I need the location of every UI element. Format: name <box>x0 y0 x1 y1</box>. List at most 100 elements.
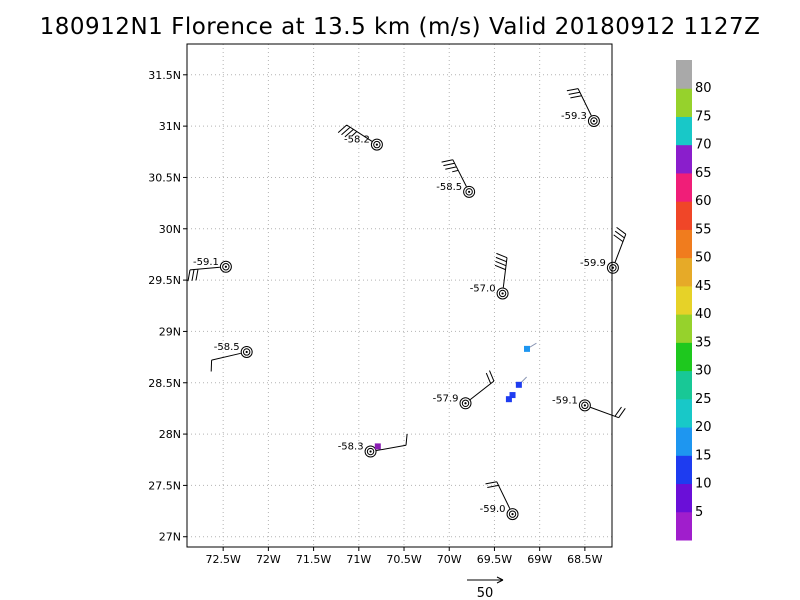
station-label: -59.1 <box>552 395 578 406</box>
station-center <box>583 404 586 407</box>
color-legend: 5 10 15 20 25 30 35 40 45 50 55 60 65 70 75 80 <box>676 60 712 541</box>
legend-label: 60 <box>695 194 712 209</box>
station-ring <box>498 289 507 298</box>
station-ring <box>581 401 589 410</box>
station-center <box>375 143 378 146</box>
station-label: -59.9 <box>580 258 606 269</box>
legend-swatch <box>676 398 692 428</box>
wind-barb <box>590 406 626 419</box>
station-label: -58.3 <box>338 442 364 453</box>
station-center <box>511 513 514 516</box>
legend-label: 5 <box>695 505 703 520</box>
lat-tick-label: 31.5N <box>148 69 181 82</box>
station-label: -59.0 <box>480 504 506 515</box>
lon-tick-label: 68.5W <box>567 553 602 566</box>
map-frame <box>186 43 613 548</box>
lon-tick-label: 69W <box>527 553 552 566</box>
station-ring <box>242 348 251 356</box>
lon-tick-label: 71W <box>346 553 371 566</box>
lat-tick-label: 29.5N <box>148 274 181 287</box>
wind-barb <box>441 159 467 187</box>
lat-tick-label: 27N <box>159 531 181 544</box>
reference-arrow-head <box>496 576 504 584</box>
station-ring <box>219 260 232 273</box>
station-ring <box>459 397 472 410</box>
station-ring <box>373 140 381 149</box>
legend-swatch <box>676 144 692 174</box>
legend-label: 15 <box>695 448 712 463</box>
station-label: -58.5 <box>436 182 462 193</box>
station-ring <box>222 263 230 271</box>
wind-barb <box>613 226 627 263</box>
lon-tick-label: 70.5W <box>386 553 421 566</box>
legend-swatch <box>676 229 692 259</box>
legend-swatch <box>676 285 692 315</box>
station-ring <box>463 185 476 198</box>
legend-swatch <box>676 511 692 541</box>
lat-tick-label: 31N <box>159 120 181 133</box>
station-ring <box>370 138 383 151</box>
station: -59.1 <box>552 395 626 419</box>
legend-swatch <box>676 257 692 287</box>
axis-labels: 31.5N 31N 30.5N 30N 29.5N 29N 28.5N 28N 27.5N 27N… <box>148 69 602 566</box>
legend-swatch <box>676 455 692 485</box>
station: -59.3 <box>561 88 600 127</box>
station-center <box>224 265 227 268</box>
station-center <box>501 292 504 295</box>
station: -59.1 <box>187 257 232 282</box>
legend-label: 55 <box>695 222 712 237</box>
station-ring <box>366 447 375 456</box>
station-center <box>369 450 372 453</box>
legend-swatch <box>676 483 692 513</box>
station-center <box>592 119 596 123</box>
legend-label: 65 <box>695 166 712 181</box>
station-ring <box>587 114 600 127</box>
reference-arrow: 50 <box>467 576 504 600</box>
wind-barb <box>485 481 511 510</box>
lon-tick-label: 70W <box>437 553 462 566</box>
legend-label: 80 <box>695 81 712 96</box>
station: -58.5 <box>436 159 476 198</box>
station-label: -58.2 <box>344 135 370 146</box>
legend-label: 70 <box>695 138 712 153</box>
legend-label: 30 <box>695 364 712 379</box>
wind-barb <box>187 266 220 282</box>
obs-marker <box>505 396 512 403</box>
obs-marker <box>374 443 381 450</box>
legend-swatch <box>676 116 692 146</box>
station-ring <box>508 510 517 518</box>
observation-layer <box>374 342 537 450</box>
station-ring <box>240 345 253 358</box>
map-title: 180912N1 Florence at 13.5 km (m/s) Valid… <box>39 14 761 40</box>
legend-swatch <box>676 342 692 372</box>
lon-tick-label: 72W <box>256 553 281 566</box>
station-ring <box>465 188 473 196</box>
legend-swatch <box>676 60 692 89</box>
wind-barb <box>376 433 408 451</box>
wind-barb <box>566 88 592 116</box>
station-label: -57.0 <box>470 283 496 294</box>
station-layer: -58.2 -58.5 -59.3 -59.1 -59.9 -57.0 -58.5 -57.9… <box>187 88 627 521</box>
station: -58.2 <box>337 124 383 151</box>
legend-label: 10 <box>695 477 712 492</box>
legend-label: 50 <box>695 251 712 266</box>
station-ring <box>506 508 519 521</box>
lat-tick-label: 28.5N <box>148 377 181 390</box>
station: -58.3 <box>338 433 408 458</box>
wind-barb <box>210 352 241 372</box>
station-center <box>245 350 248 354</box>
lat-tick-label: 29N <box>159 325 181 338</box>
station-ring <box>496 287 509 300</box>
station-ring <box>461 399 470 407</box>
legend-label: 40 <box>695 307 712 322</box>
legend-label: 20 <box>695 420 712 435</box>
station-ring <box>578 399 591 412</box>
obs-marker <box>509 392 516 399</box>
legend-label: 25 <box>695 392 712 407</box>
wind-barb <box>469 370 495 400</box>
legend-swatch <box>676 88 692 117</box>
station-center <box>468 190 471 193</box>
legend-label: 35 <box>695 335 712 350</box>
grid-layer <box>187 44 612 547</box>
